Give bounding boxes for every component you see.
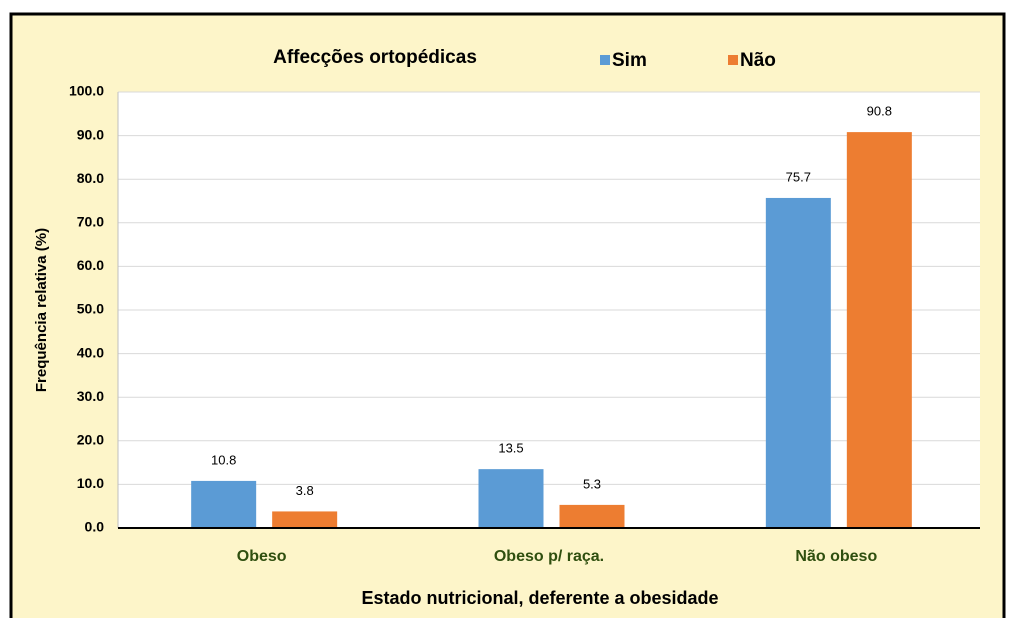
value-label: 3.8 (296, 483, 314, 498)
y-tick-label: 40.0 (77, 344, 104, 360)
y-axis-title: Frequência relativa (%) (33, 228, 50, 392)
y-tick-label: 60.0 (77, 257, 104, 273)
value-label: 5.3 (583, 476, 601, 491)
chart-title: Affecções ortopédicas (273, 47, 477, 68)
value-label: 13.5 (498, 441, 523, 456)
y-tick-label: 20.0 (77, 432, 104, 448)
y-tick-label: 100.0 (69, 83, 104, 99)
y-tick-label: 30.0 (77, 388, 104, 404)
legend-label: Não (740, 50, 776, 71)
y-tick-label: 90.0 (77, 126, 104, 142)
legend-label: Sim (612, 50, 647, 71)
y-tick-label: 70.0 (77, 214, 104, 230)
bar (478, 469, 544, 528)
y-tick-label: 50.0 (77, 301, 104, 317)
y-tick-label: 0.0 (85, 519, 105, 535)
value-label: 90.8 (867, 104, 892, 119)
bar (559, 504, 625, 528)
x-axis-title: Estado nutricional, deferente a obesidad… (361, 588, 718, 608)
value-label: 75.7 (786, 169, 811, 184)
value-label: 10.8 (211, 452, 236, 467)
legend-swatch (600, 55, 610, 65)
x-tick-label: Obeso p/ raça. (494, 548, 604, 565)
legend-swatch (728, 55, 738, 65)
bar (272, 511, 338, 528)
bar (191, 480, 257, 528)
x-tick-label: Obeso (237, 548, 287, 565)
y-tick-label: 10.0 (77, 475, 104, 491)
y-tick-label: 80.0 (77, 170, 104, 186)
bar (846, 132, 912, 528)
bar (765, 197, 831, 528)
x-tick-label: Não obeso (795, 548, 877, 565)
